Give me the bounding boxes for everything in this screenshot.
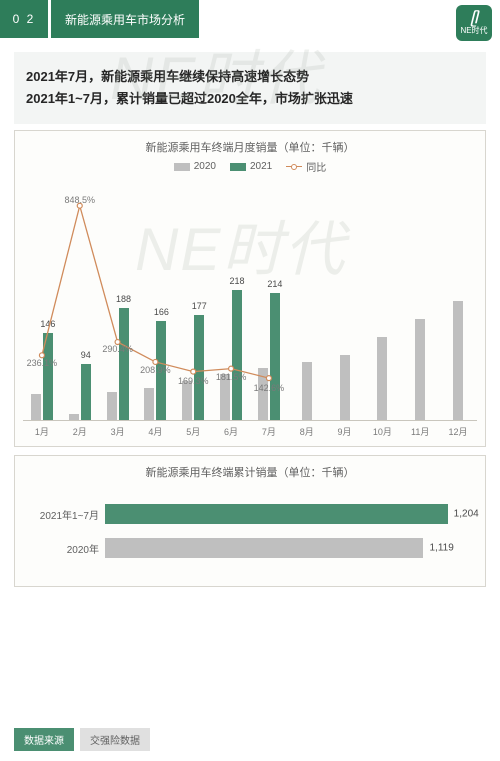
- bar-value-label: 214: [267, 279, 282, 289]
- yoy-label: 848.5%: [64, 195, 95, 205]
- x-axis-label: 9月: [326, 421, 364, 440]
- x-axis-label: 11月: [401, 421, 439, 440]
- month-column: [288, 180, 326, 420]
- bar-2021: 218: [232, 290, 242, 420]
- chart2-plot: 2021年1~7月1,2042020年1,119: [15, 484, 485, 586]
- yoy-label: 208.9%: [140, 365, 171, 375]
- tab-data-source[interactable]: 数据来源: [14, 728, 74, 751]
- hbar: 1,204: [105, 504, 448, 524]
- brand-logo-text: NE时代: [460, 25, 487, 36]
- yoy-label: 169.3%: [178, 376, 209, 386]
- chart1-plot: 14694188166177218214 1月2月3月4月5月6月7月8月9月1…: [23, 180, 477, 440]
- bar-2020: [340, 355, 350, 420]
- footer-tabs: 数据来源 交强险数据: [14, 728, 150, 751]
- bar-2020: [302, 362, 312, 420]
- month-column: [363, 180, 401, 420]
- section-number: 0 2: [0, 0, 48, 38]
- month-column: [439, 180, 477, 420]
- x-axis-label: 12月: [439, 421, 477, 440]
- x-axis-label: 10月: [363, 421, 401, 440]
- yoy-label: 290.4%: [102, 344, 133, 354]
- legend-yoy: 同比: [286, 159, 326, 174]
- yoy-label: 142.6%: [254, 383, 285, 393]
- bar-2020: [453, 301, 463, 420]
- yoy-label: 236.1%: [27, 358, 58, 368]
- month-column: 94: [61, 180, 99, 420]
- section-title: 新能源乘用车市场分析: [51, 0, 199, 38]
- x-axis-label: 6月: [212, 421, 250, 440]
- hbar-row: 2021年1~7月1,204: [25, 504, 475, 524]
- month-column: [326, 180, 364, 420]
- bar-value-label: 166: [154, 307, 169, 317]
- hbar-label: 2020年: [25, 541, 105, 556]
- legend-2021: 2021: [230, 159, 272, 174]
- bar-value-label: 218: [230, 276, 245, 286]
- bar-value-label: 188: [116, 294, 131, 304]
- month-column: 146: [23, 180, 61, 420]
- month-column: 166: [136, 180, 174, 420]
- bar-value-label: 177: [192, 301, 207, 311]
- x-axis-label: 8月: [288, 421, 326, 440]
- month-column: [401, 180, 439, 420]
- x-axis-label: 4月: [136, 421, 174, 440]
- bar-2021: 146: [43, 333, 53, 420]
- legend-2020: 2020: [174, 159, 216, 174]
- chart1-title: 新能源乘用车终端月度销量（单位：千辆）: [15, 131, 485, 159]
- hbar-label: 2021年1~7月: [25, 507, 105, 522]
- bar-2020: [107, 392, 117, 421]
- bar-2021: 177: [194, 315, 204, 420]
- bar-2020: [31, 394, 41, 420]
- bar-2020: [377, 337, 387, 420]
- bar-2020: [144, 388, 154, 420]
- monthly-sales-chart: NE时代 新能源乘用车终端月度销量（单位：千辆） 2020 2021 同比 14…: [14, 130, 486, 447]
- hbar: 1,119: [105, 538, 423, 558]
- bar-2021: 214: [270, 293, 280, 420]
- brand-logo: ᥫ NE时代: [456, 5, 492, 41]
- summary-line-1: 2021年7月，新能源乘用车继续保持高速增长态势: [26, 66, 474, 88]
- yoy-label: 181.5%: [216, 372, 247, 382]
- x-axis-label: 1月: [23, 421, 61, 440]
- tab-insurance-data[interactable]: 交强险数据: [80, 728, 150, 751]
- month-column: 188: [99, 180, 137, 420]
- x-axis-label: 5月: [174, 421, 212, 440]
- bar-value-label: 146: [40, 319, 55, 329]
- x-axis-label: 7月: [250, 421, 288, 440]
- month-column: 218: [212, 180, 250, 420]
- bar-2021: 188: [119, 308, 129, 420]
- bar-2021: 94: [81, 364, 91, 420]
- chart2-title: 新能源乘用车终端累计销量（单位：千辆）: [15, 456, 485, 484]
- hbar-row: 2020年1,119: [25, 538, 475, 558]
- x-axis-label: 3月: [99, 421, 137, 440]
- x-axis-label: 2月: [61, 421, 99, 440]
- bar-2020: [182, 381, 192, 420]
- brand-logo-icon: ᥫ: [470, 11, 477, 25]
- summary-panel: 2021年7月，新能源乘用车继续保持高速增长态势 2021年1~7月，累计销量已…: [14, 52, 486, 124]
- bar-value-label: 94: [81, 350, 91, 360]
- cumulative-sales-chart: NE时代 新能源乘用车终端累计销量（单位：千辆） 2021年1~7月1,2042…: [14, 455, 486, 587]
- chart1-legend: 2020 2021 同比: [15, 159, 485, 180]
- section-header: 0 2 新能源乘用车市场分析: [0, 0, 500, 38]
- hbar-value: 1,204: [454, 509, 479, 520]
- bar-2020: [258, 368, 268, 420]
- hbar-value: 1,119: [429, 543, 453, 554]
- bar-2020: [415, 319, 425, 420]
- summary-line-2: 2021年1~7月，累计销量已超过2020全年，市场扩张迅速: [26, 88, 474, 110]
